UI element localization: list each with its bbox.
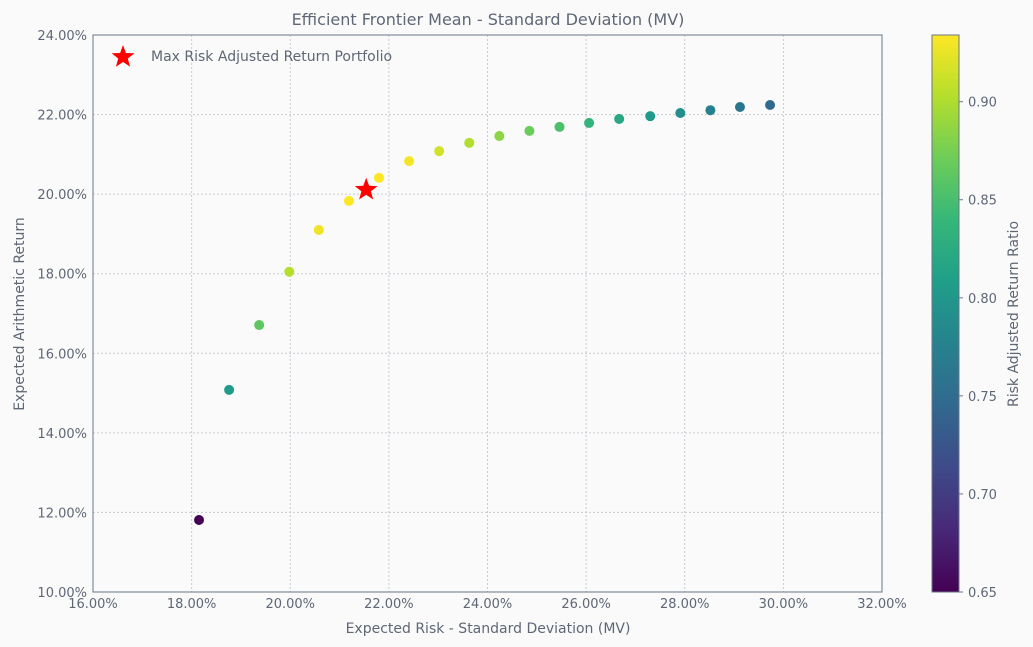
colorbar-tick-label: 0.90 <box>968 96 997 111</box>
x-tick-label: 32.00% <box>857 597 907 612</box>
colorbar-tick-label: 0.65 <box>968 586 997 601</box>
frontier-point <box>705 105 716 116</box>
frontier-point <box>675 107 686 118</box>
colorbar <box>931 34 960 593</box>
frontier-point <box>254 320 265 331</box>
frontier-point <box>343 195 354 206</box>
x-tick-label: 26.00% <box>561 597 611 612</box>
frontier-point <box>524 125 535 136</box>
plot-frame <box>92 34 883 593</box>
y-tick-label: 20.00% <box>37 188 87 203</box>
frontier-point <box>584 117 595 128</box>
grid <box>93 35 882 592</box>
colorbar-tick-label: 0.70 <box>968 488 997 503</box>
max-portfolio-marker <box>354 177 378 200</box>
x-tick-label: 16.00% <box>68 597 118 612</box>
frontier-point <box>494 131 505 142</box>
frontier-point <box>554 121 565 132</box>
x-tick-label: 20.00% <box>265 597 315 612</box>
y-axis-label: Expected Arithmetic Return <box>12 217 28 411</box>
frontier-point <box>645 111 656 122</box>
y-tick-label: 18.00% <box>37 268 87 283</box>
x-tick-label: 24.00% <box>463 597 513 612</box>
legend-star-icon <box>111 45 135 67</box>
colorbar-label: Risk Adjusted Return Ratio <box>1006 221 1022 407</box>
colorbar-ticks: 0.65 0.70 0.75 0.80 0.85 0.90 <box>959 96 997 601</box>
frontier-point <box>404 156 415 167</box>
frontier-point <box>313 224 324 235</box>
frontier-point <box>734 102 745 113</box>
legend: Max Risk Adjusted Return Portfolio <box>111 45 392 67</box>
y-tick-label: 24.00% <box>37 29 87 44</box>
x-tick-label: 18.00% <box>167 597 217 612</box>
y-tick-label: 14.00% <box>37 427 87 442</box>
x-axis-ticks: 16.00% 18.00% 20.00% 22.00% 24.00% 26.00% 28.0… <box>68 597 907 612</box>
chart-title: Efficient Frontier Mean - Standard Devia… <box>292 10 685 29</box>
x-tick-label: 28.00% <box>660 597 710 612</box>
x-axis-label: Expected Risk - Standard Deviation (MV) <box>346 621 631 637</box>
colorbar-tick-label: 0.75 <box>968 390 997 405</box>
frontier-point <box>614 113 625 124</box>
frontier-point <box>464 137 475 148</box>
y-tick-label: 10.00% <box>37 586 87 601</box>
legend-label: Max Risk Adjusted Return Portfolio <box>151 49 392 65</box>
y-tick-label: 16.00% <box>37 347 87 362</box>
frontier-point <box>224 384 235 395</box>
y-axis-ticks: 10.00% 12.00% 14.00% 16.00% 18.00% 20.00% 22.0… <box>37 29 87 601</box>
star-icon <box>354 177 378 200</box>
frontier-point <box>194 514 205 525</box>
x-tick-label: 22.00% <box>364 597 414 612</box>
frontier-point <box>434 146 445 157</box>
colorbar-tick-label: 0.85 <box>968 194 997 209</box>
colorbar-tick-label: 0.80 <box>968 292 997 307</box>
y-tick-label: 22.00% <box>37 109 87 124</box>
points <box>194 100 776 525</box>
frontier-point <box>284 266 295 277</box>
y-tick-label: 12.00% <box>37 506 87 521</box>
frontier-point <box>374 172 385 183</box>
frontier-point <box>765 100 776 111</box>
x-tick-label: 30.00% <box>759 597 809 612</box>
